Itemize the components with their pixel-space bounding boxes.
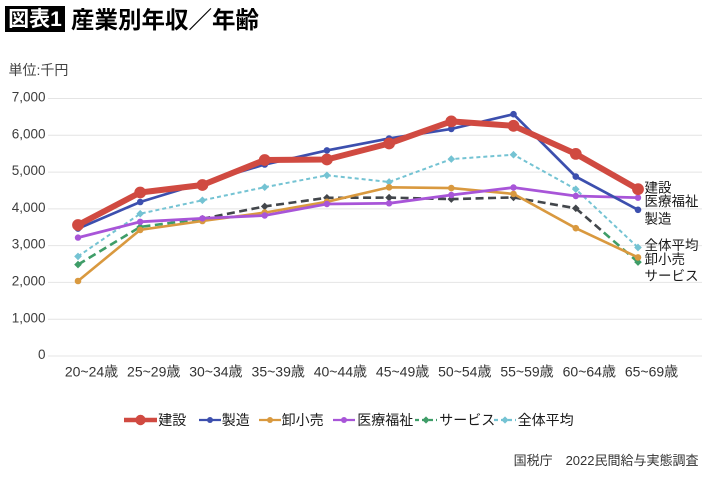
svg-text:0: 0 [38,347,46,362]
svg-text:55~59歳: 55~59歳 [500,363,553,379]
svg-text:6,000: 6,000 [12,126,46,141]
svg-text:全体平均: 全体平均 [645,238,699,253]
svg-text:医療福祉: 医療福祉 [357,412,413,428]
svg-text:製造: 製造 [222,412,250,428]
svg-text:5,000: 5,000 [12,163,46,178]
svg-text:3,000: 3,000 [12,237,46,252]
svg-text:サービス: サービス [439,412,495,428]
svg-text:35~39歳: 35~39歳 [252,363,305,379]
svg-text:1,000: 1,000 [12,310,46,325]
svg-text:全体平均: 全体平均 [518,412,574,428]
svg-text:2,000: 2,000 [12,274,46,289]
svg-text:4,000: 4,000 [12,200,46,215]
svg-text:製造: 製造 [645,212,673,227]
svg-text:50~54歳: 50~54歳 [438,363,491,379]
svg-text:65~69歳: 65~69歳 [625,363,678,379]
svg-text:25~29歳: 25~29歳 [127,363,180,379]
svg-text:産業別年収／年齢: 産業別年収／年齢 [71,7,259,33]
svg-text:サービス: サービス [645,269,699,284]
svg-text:卸小売: 卸小売 [282,412,324,428]
svg-text:30~34歳: 30~34歳 [189,363,242,379]
svg-text:60~64歳: 60~64歳 [563,363,616,379]
svg-text:建設: 建設 [645,180,673,195]
svg-text:建設: 建設 [158,412,186,428]
svg-text:卸小売: 卸小売 [645,252,686,267]
svg-text:45~49歳: 45~49歳 [376,363,429,379]
svg-text:単位:千円: 単位:千円 [9,62,69,78]
svg-text:図表1: 図表1 [8,8,62,31]
svg-text:40~44歳: 40~44歳 [314,363,367,379]
svg-text:医療福祉: 医療福祉 [645,194,699,209]
svg-text:20~24歳: 20~24歳 [65,363,118,379]
svg-text:国税庁 2022民間給与実態調査: 国税庁 2022民間給与実態調査 [514,453,699,468]
svg-text:7,000: 7,000 [12,90,46,105]
